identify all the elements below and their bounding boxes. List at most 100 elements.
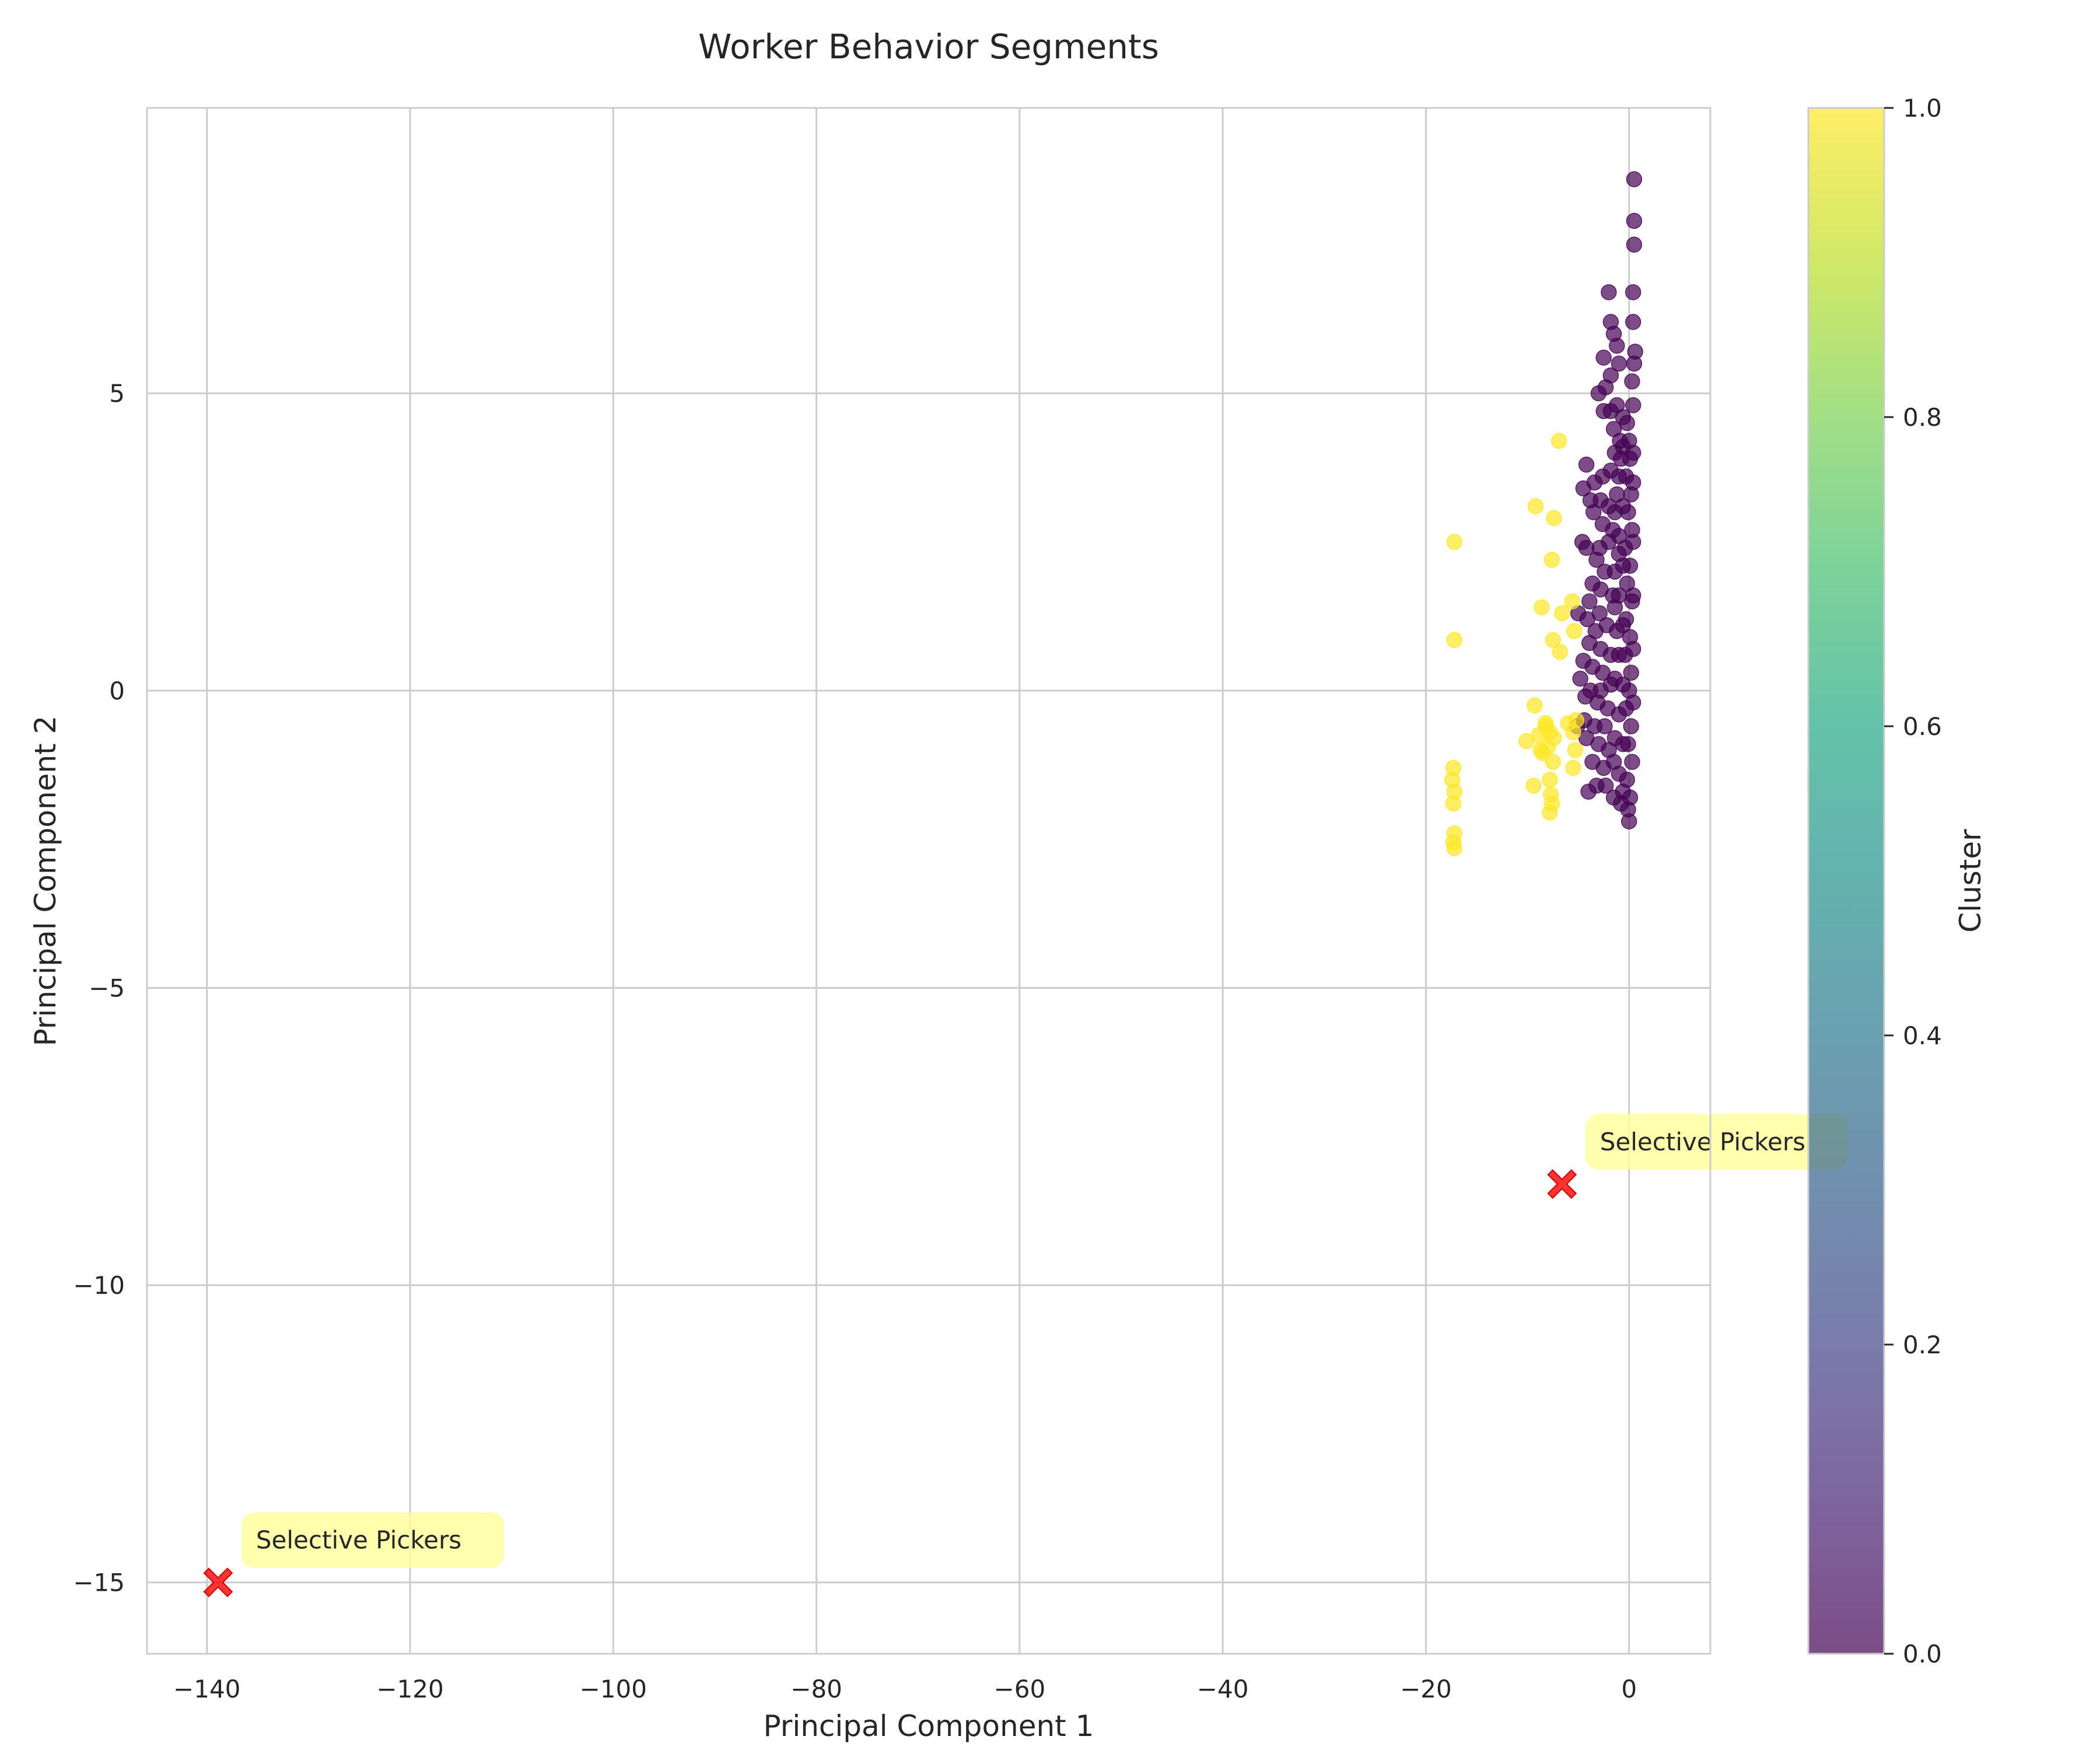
- x-tick-label: −140: [173, 1675, 240, 1703]
- x-tick-label: −20: [1400, 1675, 1452, 1703]
- colorbar-ticks: 0.0 0.2 0.4 0.6 0.8 1.0: [1884, 94, 1942, 1668]
- y-axis-label: Principal Component 2: [29, 716, 62, 1046]
- x-tick-label: −60: [994, 1675, 1046, 1703]
- data-point-cluster-0: [1606, 599, 1623, 615]
- data-point-cluster-1: [1552, 643, 1569, 660]
- data-point-cluster-0: [1579, 611, 1596, 628]
- annotation-label: Selective Pickers: [1600, 1128, 1805, 1156]
- data-point-cluster-1: [1542, 771, 1558, 788]
- data-point-cluster-0: [1623, 718, 1639, 734]
- data-point-cluster-0: [1625, 534, 1642, 550]
- x-tick-label: −80: [790, 1675, 842, 1703]
- data-point-cluster-0: [1585, 504, 1602, 520]
- data-point-cluster-1: [1560, 715, 1576, 732]
- data-point-cluster-0: [1615, 558, 1631, 574]
- data-point-cluster-1: [1532, 742, 1549, 758]
- data-point-cluster-1: [1445, 795, 1462, 812]
- data-point-cluster-0: [1611, 468, 1628, 485]
- data-point-cluster-0: [1578, 456, 1595, 473]
- chart-title: Worker Behavior Segments: [698, 27, 1159, 66]
- data-point-cluster-0: [1625, 474, 1642, 491]
- x-tick-label: −100: [580, 1675, 647, 1703]
- x-axis-ticks: −140 −120 −100 −80 −60 −40 −20 0: [173, 1675, 1637, 1703]
- x-axis-label: Principal Component 1: [764, 1709, 1094, 1743]
- data-point-cluster-0: [1626, 355, 1643, 372]
- data-point-cluster-0: [1619, 415, 1635, 431]
- data-point-cluster-1: [1567, 742, 1584, 758]
- data-point-cluster-0: [1588, 551, 1605, 568]
- x-marker-icon: [203, 1567, 233, 1598]
- centroid-marker: Selective Pickers: [203, 1512, 504, 1598]
- data-point-cluster-0: [1611, 765, 1628, 782]
- data-point-cluster-1: [1545, 632, 1561, 648]
- data-point-cluster-0: [1625, 397, 1642, 414]
- data-point-cluster-0: [1575, 480, 1592, 497]
- data-point-cluster-1: [1446, 632, 1462, 648]
- data-point-cluster-0: [1597, 718, 1613, 734]
- data-point-cluster-0: [1625, 694, 1642, 710]
- colorbar-tick-label: 0.0: [1903, 1640, 1942, 1668]
- data-point-cluster-1: [1542, 804, 1558, 821]
- colorbar-label: Cluster: [1954, 829, 1987, 933]
- data-point-cluster-1: [1554, 605, 1570, 622]
- data-point-cluster-1: [1544, 551, 1560, 568]
- data-point-cluster-0: [1601, 284, 1617, 300]
- x-marker-icon: [1547, 1169, 1577, 1199]
- colorbar-tick-label: 0.6: [1903, 712, 1942, 741]
- data-point-cluster-0: [1611, 528, 1628, 544]
- data-point-cluster-0: [1624, 373, 1640, 390]
- data-point-cluster-0: [1625, 314, 1642, 330]
- data-point-cluster-1: [1518, 733, 1535, 750]
- x-tick-label: −120: [376, 1675, 443, 1703]
- plot-frame: [146, 107, 1712, 1655]
- centroids: Selective Pickers Selective Pickers: [203, 1114, 1848, 1598]
- data-point-cluster-0: [1578, 540, 1595, 556]
- data-point-cluster-0: [1615, 783, 1631, 800]
- colorbar-frame: [1807, 107, 1885, 1655]
- colorbar-tick-label: 0.4: [1903, 1021, 1942, 1050]
- data-point-cluster-0: [1611, 355, 1628, 372]
- y-tick-label: 0: [109, 677, 125, 705]
- data-point-cluster-0: [1606, 670, 1623, 687]
- data-point-cluster-0: [1580, 783, 1597, 800]
- data-point-cluster-1: [1566, 623, 1583, 639]
- data-point-cluster-0: [1606, 504, 1623, 520]
- data-point-cluster-0: [1626, 171, 1643, 188]
- data-point-cluster-0: [1625, 640, 1642, 657]
- y-tick-label: −15: [73, 1569, 125, 1597]
- data-point-cluster-0: [1572, 670, 1588, 687]
- data-point-cluster-0: [1597, 778, 1614, 794]
- data-point-cluster-0: [1615, 617, 1631, 634]
- grid: [147, 108, 1710, 1654]
- annotation-box: [1585, 1114, 1848, 1170]
- y-tick-label: −5: [89, 974, 125, 1002]
- data-point-cluster-1: [1526, 697, 1543, 714]
- y-tick-label: 5: [109, 379, 125, 408]
- data-point-cluster-0: [1620, 813, 1637, 830]
- colorbar-tick-label: 0.2: [1903, 1331, 1942, 1359]
- y-axis-ticks: −15 −10 −5 0 5: [73, 379, 125, 1597]
- data-point-cluster-0: [1626, 236, 1643, 253]
- data-points: [1444, 171, 1643, 856]
- data-point-cluster-1: [1550, 433, 1567, 449]
- data-point-cluster-1: [1446, 840, 1462, 856]
- data-point-cluster-0: [1625, 284, 1642, 300]
- data-point-cluster-1: [1446, 534, 1462, 550]
- data-point-cluster-0: [1611, 706, 1628, 723]
- colorbar-gradient: [1808, 108, 1884, 1654]
- data-point-cluster-0: [1626, 212, 1643, 229]
- y-tick-label: −10: [73, 1271, 125, 1300]
- centroid-marker: Selective Pickers: [1547, 1114, 1848, 1199]
- data-point-cluster-1: [1538, 715, 1554, 732]
- data-point-cluster-0: [1581, 593, 1598, 610]
- colorbar-tick-label: 1.0: [1903, 94, 1942, 123]
- data-point-cluster-1: [1525, 778, 1542, 794]
- data-point-cluster-0: [1625, 587, 1642, 604]
- data-point-cluster-0: [1623, 664, 1639, 681]
- data-point-cluster-0: [1615, 439, 1631, 455]
- data-point-cluster-0: [1606, 730, 1623, 747]
- data-point-cluster-1: [1565, 760, 1581, 776]
- annotation-box: [241, 1512, 504, 1568]
